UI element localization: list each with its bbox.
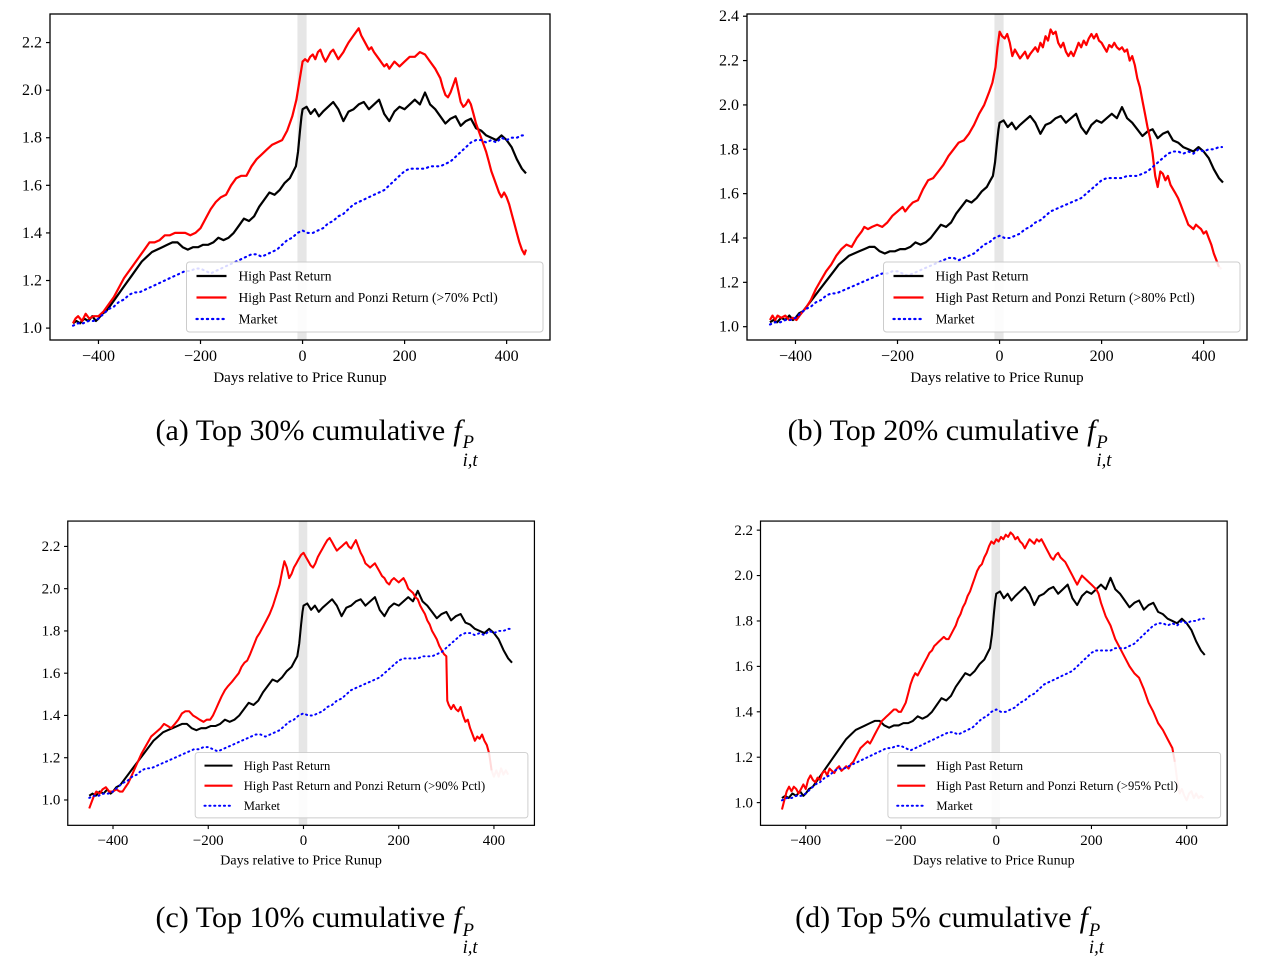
svg-text:200: 200 [388, 833, 410, 849]
panel-a-chart: −400 −200 0 200 400 1.0 1.2 1.4 1.6 1.8 2.0 2.2 Days… [22, 13, 551, 386]
svg-text:−200: −200 [193, 833, 224, 849]
svg-text:−400: −400 [790, 833, 821, 849]
svg-text:1.6: 1.6 [734, 659, 753, 675]
svg-text:200: 200 [393, 348, 417, 365]
svg-text:1.0: 1.0 [719, 319, 739, 336]
svg-text:400: 400 [1192, 348, 1216, 365]
svg-text:2.0: 2.0 [734, 568, 753, 584]
svg-text:2.0: 2.0 [22, 82, 42, 99]
svg-text:1.0: 1.0 [734, 795, 753, 811]
svg-text:2.0: 2.0 [719, 97, 739, 114]
svg-text:High Past Return: High Past Return [936, 269, 1029, 284]
svg-text:Market: Market [244, 799, 281, 813]
panel-d: −400 −200 0 200 400 1.0 1.2 1.4 1.6 1.8 2.0 2.2 Days… [633, 478, 1266, 957]
panel-b: −400 −200 0 200 400 1.0 1.2 1.4 1.6 1.8 2.0 2.2 2.4 D… [633, 0, 1266, 478]
svg-text:1.2: 1.2 [22, 273, 42, 290]
svg-text:Market: Market [936, 799, 973, 813]
svg-text:1.4: 1.4 [734, 704, 753, 720]
svg-text:0: 0 [992, 833, 999, 849]
svg-text:High Past Return and Ponzi Ret: High Past Return and Ponzi Return (>90% … [244, 779, 486, 793]
svg-text:1.4: 1.4 [719, 230, 739, 247]
svg-text:Market: Market [239, 312, 278, 327]
svg-text:1.4: 1.4 [42, 708, 61, 724]
svg-text:High Past Return: High Past Return [936, 759, 1023, 773]
svg-text:200: 200 [1080, 833, 1102, 849]
svg-text:2.0: 2.0 [42, 581, 61, 597]
panel-a: −400 −200 0 200 400 1.0 1.2 1.4 1.6 1.8 2.0 2.2 Days… [0, 0, 633, 478]
svg-text:1.2: 1.2 [734, 750, 753, 766]
caption-text: (b) Top 20% cumulative [787, 414, 1080, 447]
svg-text:1.6: 1.6 [22, 177, 42, 194]
caption-text: (a) Top 30% cumulative [155, 414, 446, 447]
svg-text:−400: −400 [82, 348, 115, 365]
svg-text:1.0: 1.0 [22, 320, 42, 337]
svg-text:Market: Market [936, 312, 975, 327]
svg-text:−400: −400 [98, 833, 129, 849]
svg-text:1.8: 1.8 [719, 141, 739, 158]
svg-text:2.4: 2.4 [719, 8, 739, 25]
svg-text:High Past Return and Ponzi Ret: High Past Return and Ponzi Return (>95% … [936, 779, 1178, 793]
svg-text:−200: −200 [886, 833, 917, 849]
svg-text:High Past Return: High Past Return [239, 269, 332, 284]
svg-text:0: 0 [996, 348, 1004, 365]
svg-text:High Past Return and Ponzi Ret: High Past Return and Ponzi Return (>80% … [936, 290, 1195, 305]
svg-text:1.2: 1.2 [719, 274, 739, 291]
svg-text:High Past Return and Ponzi Ret: High Past Return and Ponzi Return (>70% … [239, 290, 498, 305]
svg-text:0: 0 [299, 348, 307, 365]
svg-text:1.8: 1.8 [42, 624, 61, 640]
svg-text:1.0: 1.0 [42, 793, 61, 809]
panel-c-chart: −400 −200 0 200 400 1.0 1.2 1.4 1.6 1.8 2.0 2.2 Days… [42, 520, 536, 869]
caption-text: (d) Top 5% cumulative [795, 901, 1072, 935]
svg-text:Days relative to Price Runup: Days relative to Price Runup [913, 854, 1075, 869]
svg-text:1.2: 1.2 [42, 750, 61, 766]
caption-text: (c) Top 10% cumulative [155, 901, 446, 935]
svg-text:−400: −400 [779, 348, 812, 365]
svg-text:1.8: 1.8 [22, 130, 42, 147]
panel-d-chart: −400 −200 0 200 400 1.0 1.2 1.4 1.6 1.8 2.0 2.2 Days… [734, 520, 1228, 869]
svg-text:Days relative to Price Runup: Days relative to Price Runup [220, 854, 382, 869]
panel-b-chart: −400 −200 0 200 400 1.0 1.2 1.4 1.6 1.8 2.0 2.2 2.4 D… [719, 8, 1248, 386]
svg-text:Days relative to Price Runup: Days relative to Price Runup [213, 370, 386, 386]
svg-text:High Past Return: High Past Return [244, 759, 331, 773]
svg-text:400: 400 [495, 348, 519, 365]
svg-text:1.6: 1.6 [42, 666, 61, 682]
panel-c: −400 −200 0 200 400 1.0 1.2 1.4 1.6 1.8 2.0 2.2 Days… [0, 478, 633, 957]
svg-text:200: 200 [1090, 348, 1114, 365]
svg-text:−200: −200 [184, 348, 217, 365]
svg-text:400: 400 [483, 833, 505, 849]
svg-text:2.2: 2.2 [22, 35, 42, 52]
svg-text:400: 400 [1175, 833, 1197, 849]
svg-text:−200: −200 [881, 348, 914, 365]
svg-text:1.8: 1.8 [734, 614, 753, 630]
svg-text:Days relative to Price Runup: Days relative to Price Runup [910, 370, 1083, 386]
svg-text:1.6: 1.6 [719, 186, 739, 203]
svg-text:2.2: 2.2 [734, 523, 753, 539]
svg-text:1.4: 1.4 [22, 225, 42, 242]
svg-text:2.2: 2.2 [42, 539, 61, 555]
svg-text:0: 0 [300, 833, 307, 849]
svg-text:2.2: 2.2 [719, 53, 739, 70]
